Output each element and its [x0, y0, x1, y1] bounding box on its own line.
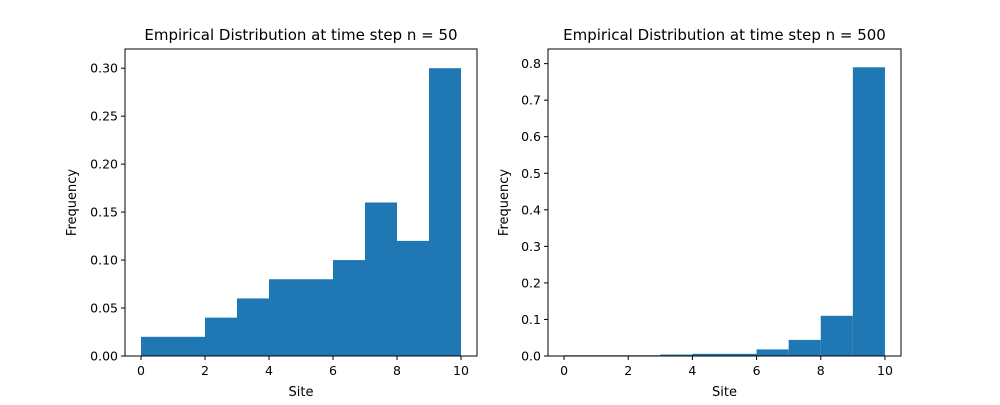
chart-panel-1: 0 2 4 6 8 10 0.00 0.05 0.10 0.15 0.20 0.25 0.30 Empir… [65, 26, 478, 400]
x-tick-label: 8 [817, 363, 825, 378]
y-tick-label: 0.15 [90, 205, 118, 220]
bar [852, 67, 885, 357]
bar [141, 336, 173, 356]
bar [724, 353, 757, 356]
y-tick-label: 0.10 [90, 253, 118, 268]
x-tick-label: 4 [265, 363, 273, 378]
x-tick-label: 4 [688, 363, 696, 378]
bar [397, 240, 429, 356]
bar [429, 68, 461, 356]
y-tick-label: 0.4 [521, 202, 541, 217]
y-tick-label: 0.00 [90, 349, 118, 364]
y-tick-label: 0.2 [521, 275, 541, 290]
x-axis-label: Site [289, 385, 314, 400]
y-tick-label: 0.30 [90, 61, 118, 76]
y-tick-label: 0.20 [90, 157, 118, 172]
y-tick-label: 0.8 [521, 56, 541, 71]
x-tick-label: 6 [329, 363, 337, 378]
x-tick-label: 10 [877, 363, 893, 378]
x-axis-label: Site [712, 385, 737, 400]
bar [237, 298, 269, 356]
y-tick-label: 0.05 [90, 301, 118, 316]
x-tick-label: 2 [624, 363, 632, 378]
x-tick-label: 10 [453, 363, 469, 378]
axes-frame [547, 48, 902, 357]
y-axis-label: Frequency [65, 169, 80, 236]
bar [269, 279, 301, 356]
bar [173, 336, 205, 356]
y-tick-label: 0.3 [521, 239, 541, 254]
chart-title: Empirical Distribution at time step n = … [563, 26, 886, 44]
y-tick-label: 0.7 [521, 93, 541, 108]
x-tick-label: 2 [201, 363, 209, 378]
bar [692, 353, 725, 356]
bar [820, 315, 853, 356]
chart-panel-2: 0 2 4 6 8 10 0.0 0.1 0.2 0.3 0.4 0.5 0.6 0.7 0.8 Empiri… [497, 26, 902, 400]
bar [660, 354, 693, 356]
axes-frame [124, 48, 478, 357]
x-tick-label: 6 [753, 363, 761, 378]
y-tick-label: 0.1 [521, 312, 541, 327]
x-tick-label: 8 [393, 363, 401, 378]
bar [365, 202, 397, 356]
y-tick-label: 0.6 [521, 129, 541, 144]
bar [333, 260, 365, 356]
y-tick-label: 0.0 [521, 349, 541, 364]
bar [205, 317, 237, 356]
y-tick-label: 0.25 [90, 109, 118, 124]
chart-title: Empirical Distribution at time step n = … [144, 26, 457, 44]
bar [301, 279, 333, 356]
y-tick-label: 0.5 [521, 166, 541, 181]
x-tick-label: 0 [137, 363, 145, 378]
y-axis-label: Frequency [497, 169, 512, 236]
bar [756, 349, 789, 356]
x-tick-label: 0 [560, 363, 568, 378]
bar [788, 339, 821, 356]
